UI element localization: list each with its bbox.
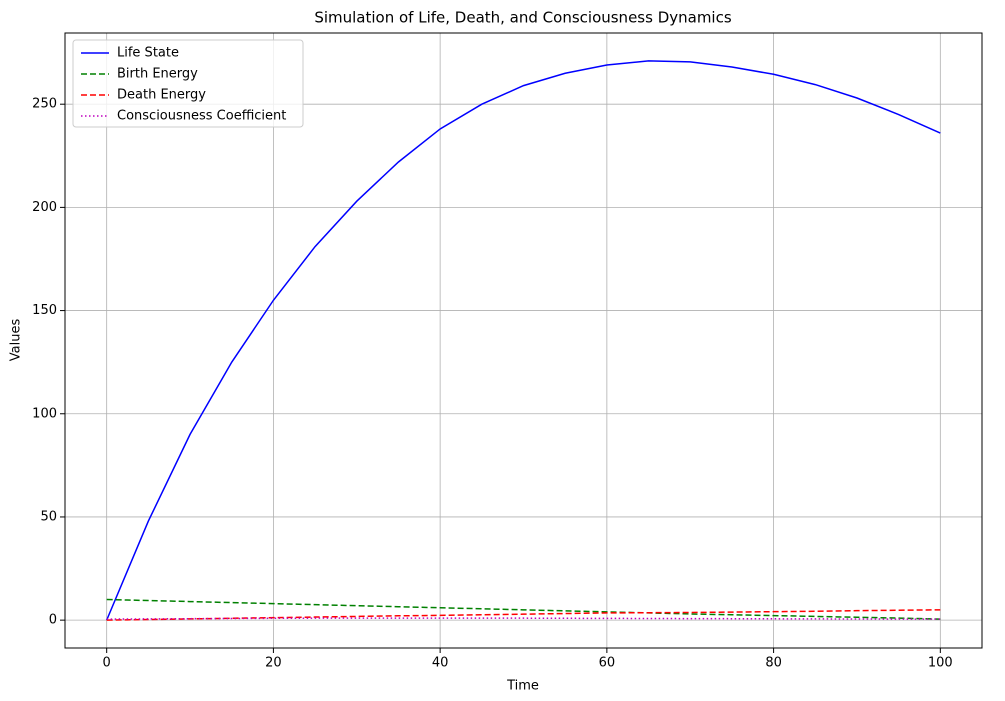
x-tick-label: 0 (103, 656, 111, 671)
y-axis-label: Values (9, 319, 24, 362)
legend: Life State Birth Energy Death Energy Consci… (72, 39, 304, 128)
legend-label: Death Energy (117, 88, 206, 103)
x-tick-label: 60 (599, 656, 616, 671)
y-tick-label: 50 (40, 509, 57, 524)
data-line (106, 617, 941, 620)
x-axis-label: Time (506, 679, 539, 694)
data-line (106, 598, 941, 620)
y-tick-label: 150 (32, 303, 57, 318)
y-tick-label: 100 (32, 406, 57, 421)
legend-box (72, 39, 304, 128)
data-line (105, 60, 941, 621)
legend-label: Birth Energy (117, 67, 198, 82)
legend-label: Life State (117, 46, 179, 61)
legend-label: Consciousness Coefficient (117, 109, 286, 124)
y-tick-label: 0 (49, 613, 57, 628)
chart-title: Simulation of Life, Death, and Conscious… (314, 9, 732, 27)
y-tick-label: 200 (32, 200, 57, 215)
y-tick-label: 250 (32, 97, 57, 112)
x-tick-label: 80 (765, 656, 782, 671)
data-line (106, 609, 941, 621)
x-tick-label: 100 (928, 656, 953, 671)
plot-frame (64, 32, 983, 649)
x-tick-label: 40 (432, 656, 449, 671)
x-tick-label: 20 (265, 656, 282, 671)
